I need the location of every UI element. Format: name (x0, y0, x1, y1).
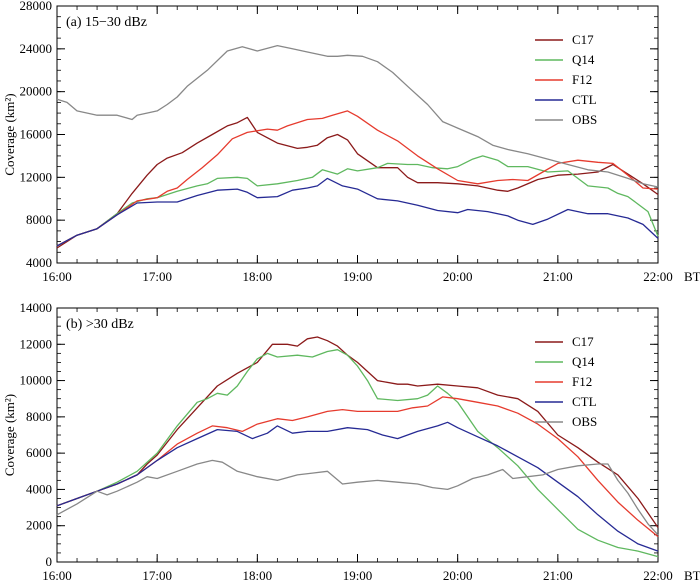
panel-b: 16:00 17:00 18:00 19:00 20:00 21:00 22:00 0 2000… (2, 300, 700, 583)
legend-label-q14: Q14 (572, 52, 595, 67)
x-tick-label: 18:00 (243, 568, 273, 583)
panel-a: 16:00 17:00 18:00 19:00 20:00 21:00 22:00 4000 8… (2, 0, 700, 284)
series-line-ctl (56, 177, 659, 247)
y-tick-label: 20000 (20, 84, 53, 99)
x-tick-label: 21:00 (543, 269, 573, 284)
y-axis-label: Coverage (km²) (2, 394, 17, 476)
y-tick-label: 8000 (26, 212, 52, 227)
legend-label-f12: F12 (572, 72, 592, 87)
legend-label-ctl: CTL (572, 394, 597, 409)
series-line-f12 (56, 396, 659, 538)
y-tick-label: 14000 (20, 300, 53, 315)
series-line-c17 (56, 336, 659, 528)
x-tick-label: 17:00 (142, 568, 172, 583)
plot-frame (56, 307, 659, 563)
series-line-f12 (56, 110, 659, 247)
y-tick-label: 0 (46, 554, 53, 569)
panel-title: (a) 15−30 dBz (66, 15, 147, 30)
panel-title: (b) >30 dBz (66, 317, 134, 332)
series-line-q14 (56, 349, 659, 558)
series-line-obs (56, 44, 659, 188)
y-tick-label: 4000 (26, 255, 52, 270)
y-tick-label: 10000 (20, 373, 53, 388)
x-tick-label: 19:00 (343, 269, 373, 284)
legend-label-q14: Q14 (572, 354, 595, 369)
y-axis-label: Coverage (km²) (2, 93, 17, 175)
x-tick-label: 16:00 (42, 269, 72, 284)
x-tick-label: 20:00 (443, 568, 473, 583)
legend-label-f12: F12 (572, 374, 592, 389)
x-axis-label: BT (684, 568, 700, 583)
y-tick-label: 6000 (26, 445, 52, 460)
legend-label-ctl: CTL (572, 92, 597, 107)
y-tick-label: 16000 (20, 127, 53, 142)
legend-label-obs: OBS (572, 414, 597, 429)
x-tick-label: 16:00 (42, 568, 72, 583)
series-line-obs (56, 459, 659, 536)
x-tick-label: 19:00 (343, 568, 373, 583)
y-tick-label: 8000 (26, 409, 52, 424)
legend-label-c17: C17 (572, 334, 594, 349)
y-tick-label: 12000 (20, 169, 53, 184)
x-tick-label: 20:00 (443, 269, 473, 284)
legend-label-c17: C17 (572, 32, 594, 47)
series-line-q14 (56, 155, 659, 247)
x-tick-label: 22:00 (643, 269, 673, 284)
x-tick-label: 21:00 (543, 568, 573, 583)
legend-label-obs: OBS (572, 112, 597, 127)
y-tick-label: 12000 (20, 336, 53, 351)
x-axis-label: BT (684, 269, 700, 284)
x-tick-label: 18:00 (243, 269, 273, 284)
y-tick-label: 2000 (26, 518, 52, 533)
plot-frame (56, 5, 659, 264)
x-tick-label: 17:00 (142, 269, 172, 284)
x-tick-label: 22:00 (643, 568, 673, 583)
y-tick-label: 28000 (20, 0, 53, 13)
series-line-c17 (56, 116, 659, 249)
series-line-ctl (56, 421, 659, 552)
y-tick-label: 4000 (26, 481, 52, 496)
y-tick-label: 24000 (20, 41, 53, 56)
